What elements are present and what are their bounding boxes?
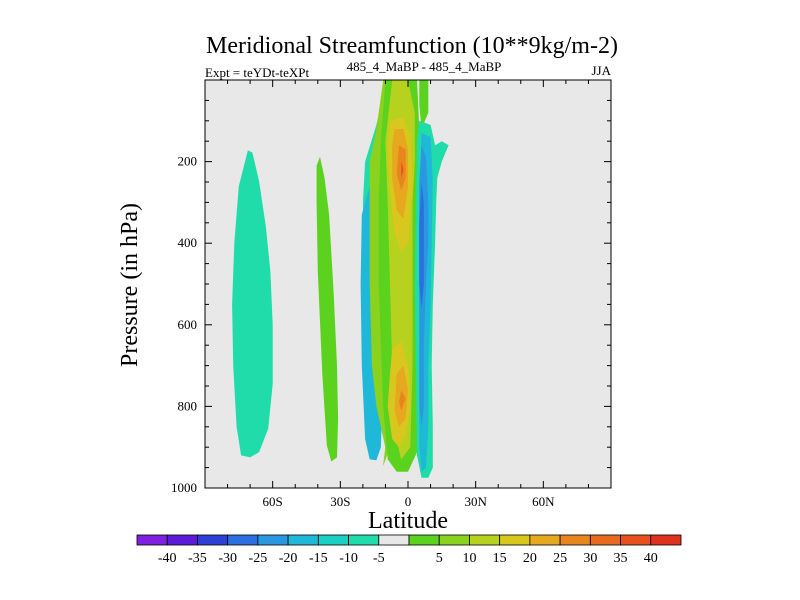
x-axis-ticks: 60S 30S 0 30N 60N — [227, 80, 589, 509]
colorbar-label: 5 — [436, 551, 443, 566]
colorbar-label: 25 — [553, 551, 567, 566]
colorbar-swatch — [438, 534, 470, 546]
colorbar-swatch — [650, 534, 682, 546]
y-tick-label: 200 — [178, 154, 198, 169]
colorbar-swatch — [257, 534, 289, 546]
colorbar-swatch — [287, 534, 319, 546]
contour-region-2 — [316, 156, 339, 462]
colorbar-label: 20 — [523, 551, 537, 566]
colorbar-swatch — [589, 534, 621, 546]
x-tick-label: 0 — [405, 494, 412, 509]
contour-regions — [232, 80, 449, 478]
colorbar-label: -35 — [188, 551, 207, 566]
colorbar-swatch — [620, 534, 652, 546]
y-axis-ticks: 200 400 600 800 1000 — [171, 99, 611, 495]
colorbar-label: 35 — [614, 551, 628, 566]
y-tick-label: 1000 — [171, 480, 197, 495]
colorbar-label: -30 — [218, 551, 237, 566]
colorbar-label: -5 — [373, 551, 385, 566]
colorbar-label: 30 — [583, 551, 597, 566]
x-tick-label: 60S — [263, 494, 283, 509]
chart-title: Meridional Streamfunction (10**9kg/m-2) — [206, 33, 618, 59]
colorbar-swatch — [529, 534, 561, 546]
contour-region-11 — [401, 161, 404, 178]
contour-region-14 — [399, 390, 406, 411]
x-tick-label: 60N — [532, 494, 555, 509]
chart-subtitle-center: 485_4_MaBP - 485_4_MaBP — [347, 59, 502, 74]
chart-subtitle-left: Expt = teYDt-teXPt — [205, 65, 309, 80]
y-tick-label: 600 — [178, 317, 198, 332]
y-tick-label: 400 — [178, 235, 198, 250]
chart-subtitle-right: JJA — [591, 63, 611, 78]
colorbar-swatch — [136, 534, 168, 546]
colorbar-swatch — [348, 534, 380, 546]
colorbar-label: -25 — [249, 551, 268, 566]
x-axis-label: Latitude — [368, 508, 448, 534]
colorbar-label: -20 — [279, 551, 298, 566]
colorbar-label: -10 — [339, 551, 358, 566]
contour-region-1 — [232, 150, 273, 458]
colorbar-swatch — [378, 534, 410, 546]
colorbar-swatch — [197, 534, 229, 546]
colorbar-swatch — [499, 534, 531, 546]
colorbar-label: 15 — [493, 551, 507, 566]
y-tick-label: 800 — [178, 398, 198, 413]
colorbar-swatch — [166, 534, 198, 546]
colorbar-swatch — [408, 534, 440, 546]
colorbar-swatch — [469, 534, 501, 546]
colorbar-swatch — [317, 534, 349, 546]
colorbar-label: -15 — [309, 551, 328, 566]
y-axis-label: Pressure (in hPa) — [117, 203, 143, 367]
colorbar-label: -40 — [158, 551, 177, 566]
x-tick-label: 30S — [330, 494, 350, 509]
colorbar-swatch — [559, 534, 591, 546]
contour-region-15 — [419, 80, 429, 129]
colorbar: -40 -35 -30 -25 -20 -15 -10 -5 5 10 15 20 25 30 35 40 — [136, 534, 682, 566]
colorbar-swatch — [227, 534, 259, 546]
colorbar-label: 10 — [462, 551, 476, 566]
colorbar-label: 40 — [644, 551, 658, 566]
x-tick-label: 30N — [464, 494, 487, 509]
contour-region-19 — [419, 182, 424, 309]
